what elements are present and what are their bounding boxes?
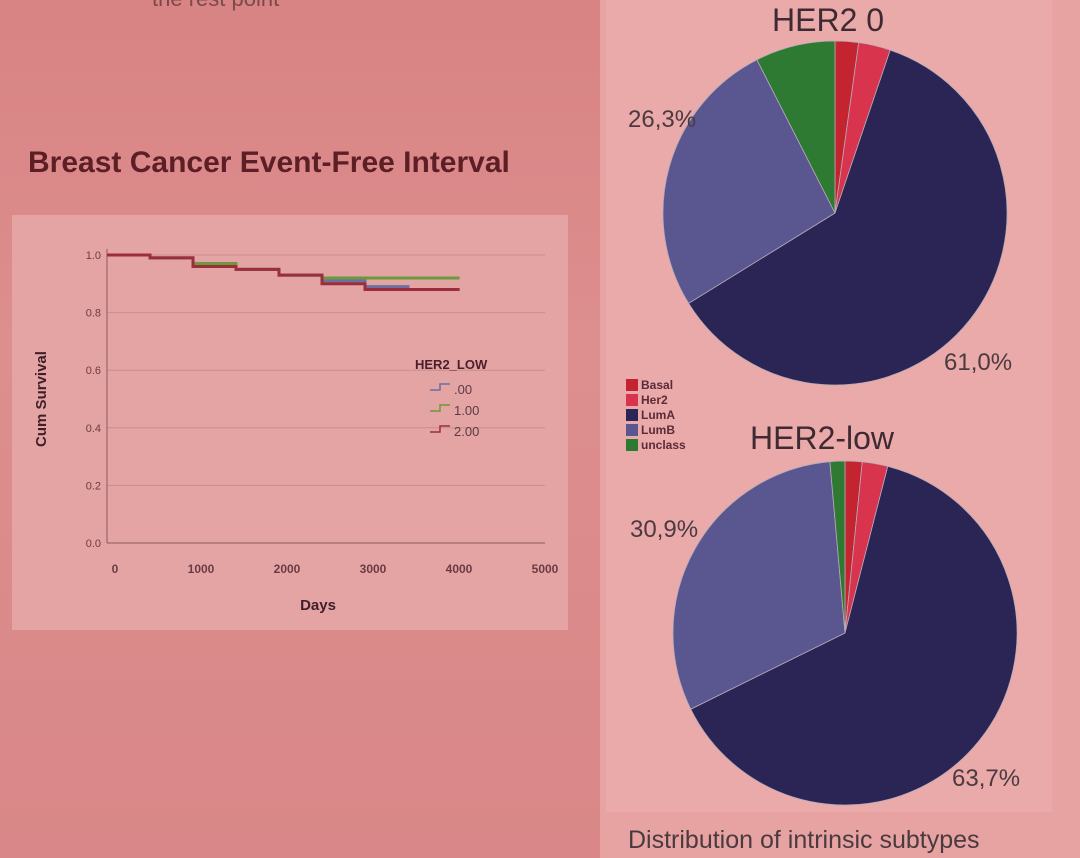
pie1-title: HER2 0	[772, 2, 885, 38]
pie-slice-luma	[690, 465, 1018, 806]
survival-line-p00	[107, 253, 460, 292]
legend-item: Basal	[626, 377, 686, 392]
km-legend-title: HER2_LOW	[415, 357, 488, 372]
footer-caption: Distribution of intrinsic subtypes	[628, 826, 980, 854]
x-tick-label: 5000	[532, 562, 559, 576]
legend-swatch	[626, 408, 638, 421]
x-tick-label: 4000	[446, 562, 473, 576]
legend-label: Her2	[641, 392, 668, 407]
pie-chart-her2-low	[672, 460, 1018, 806]
legend-item: LumA	[626, 407, 686, 422]
y-tick-label: 0.4	[86, 423, 101, 435]
pie1-label-lumb: 26,3%	[628, 106, 697, 133]
legend-label: LumA	[641, 407, 675, 422]
legend-item: LumB	[626, 422, 686, 437]
legend-label: unclass	[641, 437, 686, 452]
legend-swatch	[626, 393, 638, 406]
legend-item: Her2	[626, 392, 686, 407]
pie-slice-luma	[688, 49, 1008, 386]
x-tick-label: 2000	[274, 562, 301, 576]
legend-label: LumB	[641, 422, 675, 437]
y-tick-label: 0.6	[86, 365, 101, 377]
y-tick-label: 0.8	[86, 308, 101, 320]
legend-swatch	[626, 423, 638, 436]
y-tick-label: 0.2	[86, 480, 101, 492]
legend-swatch	[626, 438, 638, 451]
km-chart-panel	[12, 215, 568, 630]
y-tick-label: 1.0	[86, 250, 101, 262]
pie-slice-lumb	[672, 461, 846, 710]
subtype-legend: Basal Her2 LumA LumB unclass	[626, 377, 686, 452]
y-axis-label: Cum Survival	[33, 351, 50, 447]
pie-slice-unclass	[829, 460, 846, 634]
x-tick-label: 3000	[360, 562, 387, 576]
legend-label: Basal	[641, 377, 674, 392]
pie2-label-lumb: 30,9%	[630, 516, 699, 543]
header-fragment-text: the rest point	[152, 0, 279, 12]
km-legend-swatch	[430, 383, 450, 391]
y-tick-label: 0.0	[86, 538, 101, 550]
pie2-title: HER2-low	[750, 420, 895, 456]
x-axis-label: Days	[300, 597, 336, 614]
legend-item: unclass	[626, 437, 686, 452]
km-legend-swatch	[430, 425, 450, 433]
km-legend-swatch	[430, 404, 450, 412]
pie-chart-her2-0	[662, 40, 1008, 386]
survival-line-2p00	[107, 253, 460, 292]
km-legend-label: .00	[454, 382, 472, 397]
pie1-label-luma: 61,0%	[944, 349, 1013, 376]
km-chart: 0.00.20.40.60.81.00 1000 2000 3000 4000 5000D…	[33, 249, 559, 614]
km-legend-label: 2.00	[454, 424, 479, 439]
x-tick-label: 1000	[188, 562, 215, 576]
legend-swatch	[626, 378, 638, 391]
x-tick-label: 0	[112, 562, 119, 576]
km-legend-label: 1.00	[454, 403, 479, 418]
pie2-label-luma: 63,7%	[952, 765, 1021, 792]
km-chart-title: Breast Cancer Event-Free Interval	[28, 146, 510, 179]
pie-slice-lumb	[662, 59, 836, 304]
pie-slice-unclass	[756, 40, 836, 214]
